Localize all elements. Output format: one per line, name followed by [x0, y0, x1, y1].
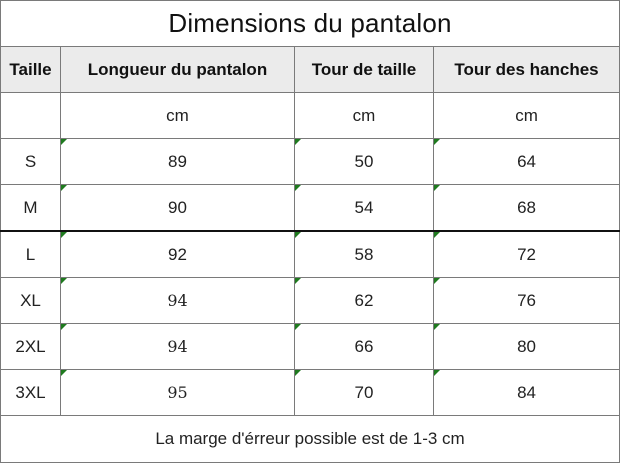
- length-cell: 94: [60, 323, 295, 370]
- size-cell: 3XL: [0, 369, 61, 416]
- header-waist: Tour de taille: [294, 46, 434, 93]
- waist-cell: 66: [294, 323, 434, 370]
- unit-cell: cm: [432, 92, 620, 139]
- title-row: Dimensions du pantalon: [0, 0, 620, 47]
- table-row: 3XL 95 70 84: [0, 369, 620, 416]
- unit-cell: cm: [60, 92, 295, 139]
- length-cell: 92: [60, 230, 295, 278]
- table-title: Dimensions du pantalon: [0, 0, 620, 47]
- size-cell: S: [0, 138, 61, 185]
- size-cell: M: [0, 184, 61, 232]
- unit-cell: [0, 92, 61, 139]
- waist-cell: 50: [294, 138, 434, 185]
- header-size: Taille: [0, 46, 61, 93]
- hips-cell: 68: [432, 184, 620, 232]
- waist-cell: 58: [294, 230, 434, 278]
- length-cell: 95: [60, 369, 295, 416]
- table-row: XL 94 62 76: [0, 277, 620, 324]
- footer-row: La marge d'érreur possible est de 1-3 cm: [0, 415, 620, 463]
- length-cell: 90: [60, 184, 295, 232]
- waist-cell: 70: [294, 369, 434, 416]
- table-row: L 92 58 72: [0, 230, 620, 278]
- waist-cell: 62: [294, 277, 434, 324]
- hips-cell: 80: [432, 323, 620, 370]
- table-row: S 89 50 64: [0, 138, 620, 185]
- length-cell: 89: [60, 138, 295, 185]
- table-row: M 90 54 68: [0, 184, 620, 232]
- table-row: 2XL 94 66 80: [0, 323, 620, 370]
- hips-cell: 72: [432, 230, 620, 278]
- error-margin-note: La marge d'érreur possible est de 1-3 cm: [0, 415, 620, 463]
- length-cell: 94: [60, 277, 295, 324]
- size-cell: L: [0, 230, 61, 278]
- size-cell: XL: [0, 277, 61, 324]
- header-pant-length: Longueur du pantalon: [60, 46, 295, 93]
- size-cell: 2XL: [0, 323, 61, 370]
- waist-cell: 54: [294, 184, 434, 232]
- hips-cell: 64: [432, 138, 620, 185]
- hips-cell: 84: [432, 369, 620, 416]
- header-hips: Tour des hanches: [432, 46, 620, 93]
- hips-cell: 76: [432, 277, 620, 324]
- unit-cell: cm: [294, 92, 434, 139]
- unit-row: cm cm cm: [0, 92, 620, 139]
- header-row: Taille Longueur du pantalon Tour de tail…: [0, 46, 620, 93]
